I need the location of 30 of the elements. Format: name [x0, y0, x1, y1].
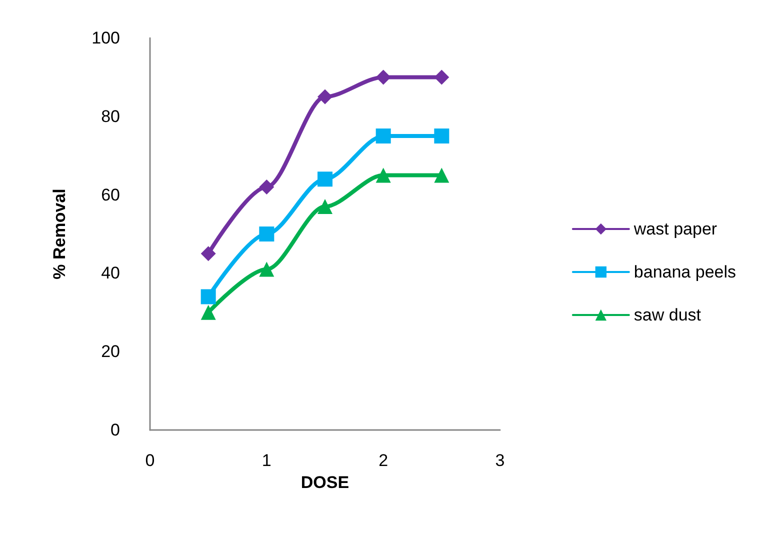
x-tick-label: 1: [262, 451, 272, 470]
point: [376, 128, 391, 144]
y-tick-label: 60: [101, 185, 120, 204]
x-tick-label: 2: [378, 451, 388, 470]
x-axis-title: DOSE: [300, 472, 350, 492]
point: [318, 172, 332, 187]
y-tick-label: 20: [101, 342, 120, 362]
point: [259, 262, 274, 277]
x-tick-label: 3: [495, 451, 505, 470]
point: [259, 179, 274, 194]
point: [434, 70, 450, 85]
point: [318, 89, 332, 104]
point: [376, 168, 391, 183]
point: [318, 199, 332, 214]
point: [200, 289, 216, 304]
y-tick-label: 0: [110, 420, 120, 440]
legend-label: banana peels: [634, 262, 736, 282]
y-tick-label: 40: [101, 264, 120, 283]
point: [259, 226, 274, 242]
legend-label: saw dust: [634, 306, 702, 324]
point: [200, 246, 216, 262]
x-tick-label: 0: [145, 451, 155, 470]
y-axis-title: % Removal: [50, 188, 69, 280]
point: [434, 128, 450, 144]
point: [376, 70, 391, 85]
y-tick-label: 100: [92, 28, 120, 48]
y-tick-label: 80: [101, 106, 120, 126]
point: [434, 168, 450, 183]
legend-label: wast paper: [632, 220, 718, 238]
point: [200, 304, 216, 320]
